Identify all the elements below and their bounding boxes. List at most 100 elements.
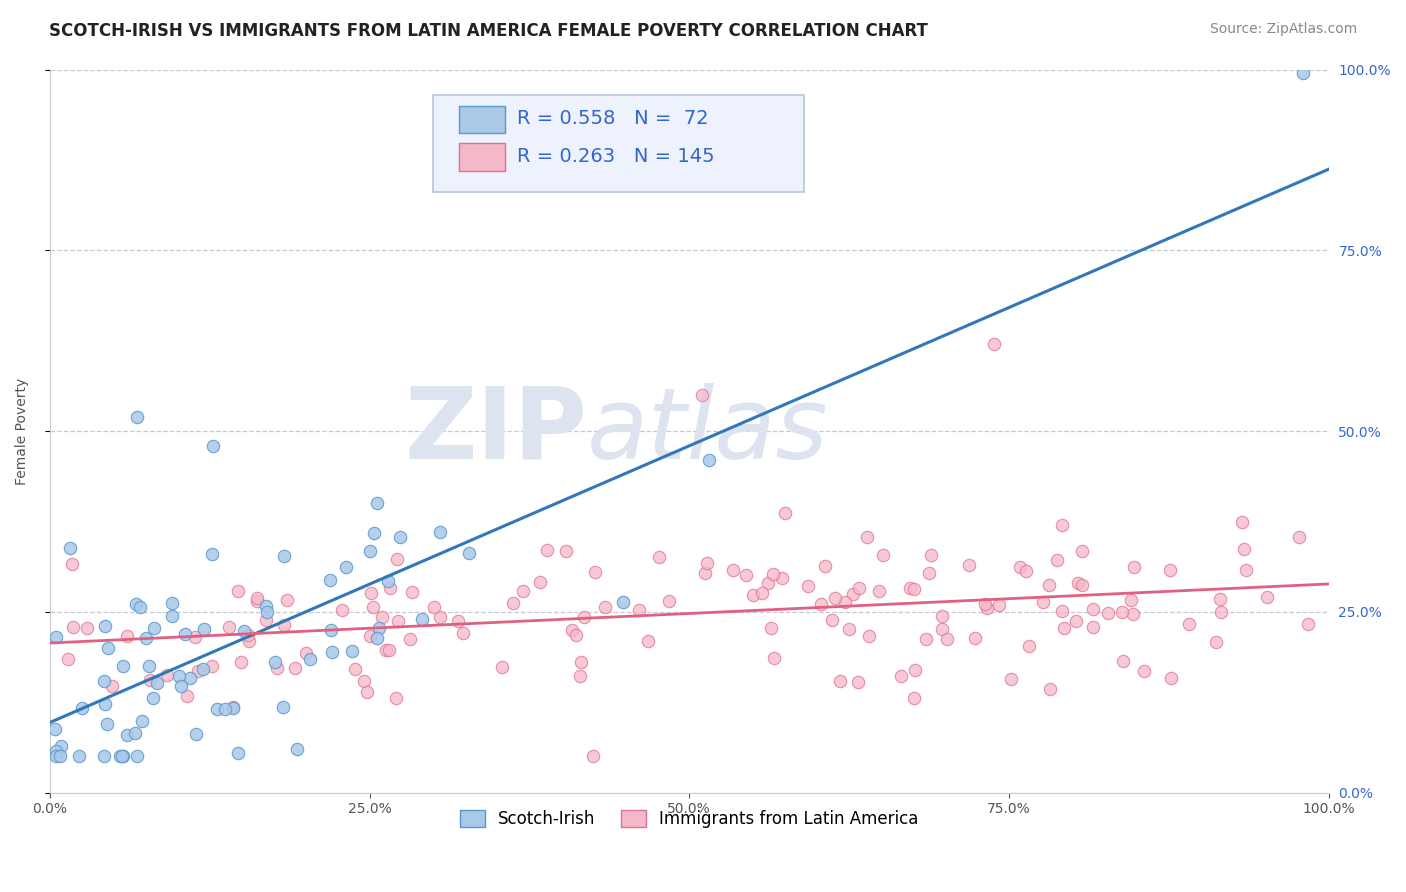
Text: Source: ZipAtlas.com: Source: ZipAtlas.com <box>1209 22 1357 37</box>
Point <box>751 586 773 600</box>
Point <box>368 621 391 635</box>
Point <box>359 543 381 558</box>
Point <box>174 626 197 640</box>
Point <box>201 439 224 453</box>
Point <box>898 581 921 595</box>
Point <box>965 631 987 645</box>
Point <box>561 623 583 637</box>
Point <box>93 619 115 633</box>
Point <box>246 591 269 605</box>
Point <box>361 600 384 615</box>
Point <box>273 618 295 632</box>
Point <box>131 714 153 729</box>
Point <box>814 559 837 574</box>
Point <box>285 742 308 756</box>
Point <box>201 547 224 561</box>
Point <box>273 549 295 564</box>
Point <box>593 599 616 614</box>
Point <box>834 595 856 609</box>
Point <box>135 631 157 645</box>
Point <box>146 675 169 690</box>
Text: R = 0.263   N = 145: R = 0.263 N = 145 <box>516 147 714 166</box>
Point <box>93 674 115 689</box>
Point <box>1122 560 1144 574</box>
Point <box>335 560 357 574</box>
Point <box>127 749 149 764</box>
Point <box>45 744 67 758</box>
Point <box>321 645 343 659</box>
Point <box>45 749 67 764</box>
Point <box>319 623 342 637</box>
Point <box>266 661 288 675</box>
Point <box>342 644 364 658</box>
Point <box>824 591 846 605</box>
Point <box>359 629 381 643</box>
Point <box>299 651 322 665</box>
Point <box>111 749 134 764</box>
Point <box>1122 607 1144 622</box>
Point <box>1083 620 1105 634</box>
Point <box>1292 66 1315 80</box>
Point <box>1097 607 1119 621</box>
Point <box>423 599 446 614</box>
Point <box>385 552 408 566</box>
Point <box>1177 617 1199 632</box>
Point <box>110 749 132 764</box>
Point <box>762 650 785 665</box>
Point <box>987 598 1010 612</box>
Point <box>1052 517 1074 532</box>
Point <box>536 543 558 558</box>
Point <box>648 549 671 564</box>
Point <box>1015 564 1038 578</box>
Text: SCOTCH-IRISH VS IMMIGRANTS FROM LATIN AMERICA FEMALE POVERTY CORRELATION CHART: SCOTCH-IRISH VS IMMIGRANTS FROM LATIN AM… <box>49 22 928 40</box>
Point <box>1119 593 1142 607</box>
Point <box>627 603 650 617</box>
Point <box>238 628 260 642</box>
Point <box>111 749 134 764</box>
Point <box>399 632 422 646</box>
Point <box>170 679 193 693</box>
Point <box>176 689 198 703</box>
Point <box>184 727 207 741</box>
Point <box>976 600 998 615</box>
Point <box>1050 604 1073 618</box>
Point <box>1039 681 1062 696</box>
Point <box>690 388 713 402</box>
Point <box>160 609 183 624</box>
Point <box>70 701 93 715</box>
Point <box>1070 578 1092 592</box>
Point <box>125 597 148 611</box>
Point <box>759 621 782 635</box>
Point <box>810 598 832 612</box>
Point <box>693 566 716 580</box>
Point <box>366 631 388 645</box>
Legend: Scotch-Irish, Immigrants from Latin America: Scotch-Irish, Immigrants from Latin Amer… <box>453 804 925 835</box>
Point <box>1111 605 1133 619</box>
Point <box>848 581 870 595</box>
Point <box>385 690 408 705</box>
Point <box>762 566 785 581</box>
Point <box>856 530 879 544</box>
Point <box>1159 563 1181 577</box>
Point <box>838 622 860 636</box>
Point <box>1112 654 1135 668</box>
Point <box>226 747 249 761</box>
Point <box>284 661 307 675</box>
Point <box>254 613 277 627</box>
Point <box>295 646 318 660</box>
Point <box>458 546 481 560</box>
Point <box>128 599 150 614</box>
Point <box>429 609 451 624</box>
Point <box>1038 578 1060 592</box>
Text: R = 0.558   N =  72: R = 0.558 N = 72 <box>516 109 709 128</box>
Point <box>872 549 894 563</box>
Point <box>1209 605 1232 619</box>
Point <box>612 594 634 608</box>
Point <box>387 614 409 628</box>
FancyBboxPatch shape <box>458 144 505 170</box>
Text: ZIP: ZIP <box>404 383 586 480</box>
Point <box>742 587 765 601</box>
Point <box>868 584 890 599</box>
Point <box>858 629 880 643</box>
Point <box>271 700 294 714</box>
